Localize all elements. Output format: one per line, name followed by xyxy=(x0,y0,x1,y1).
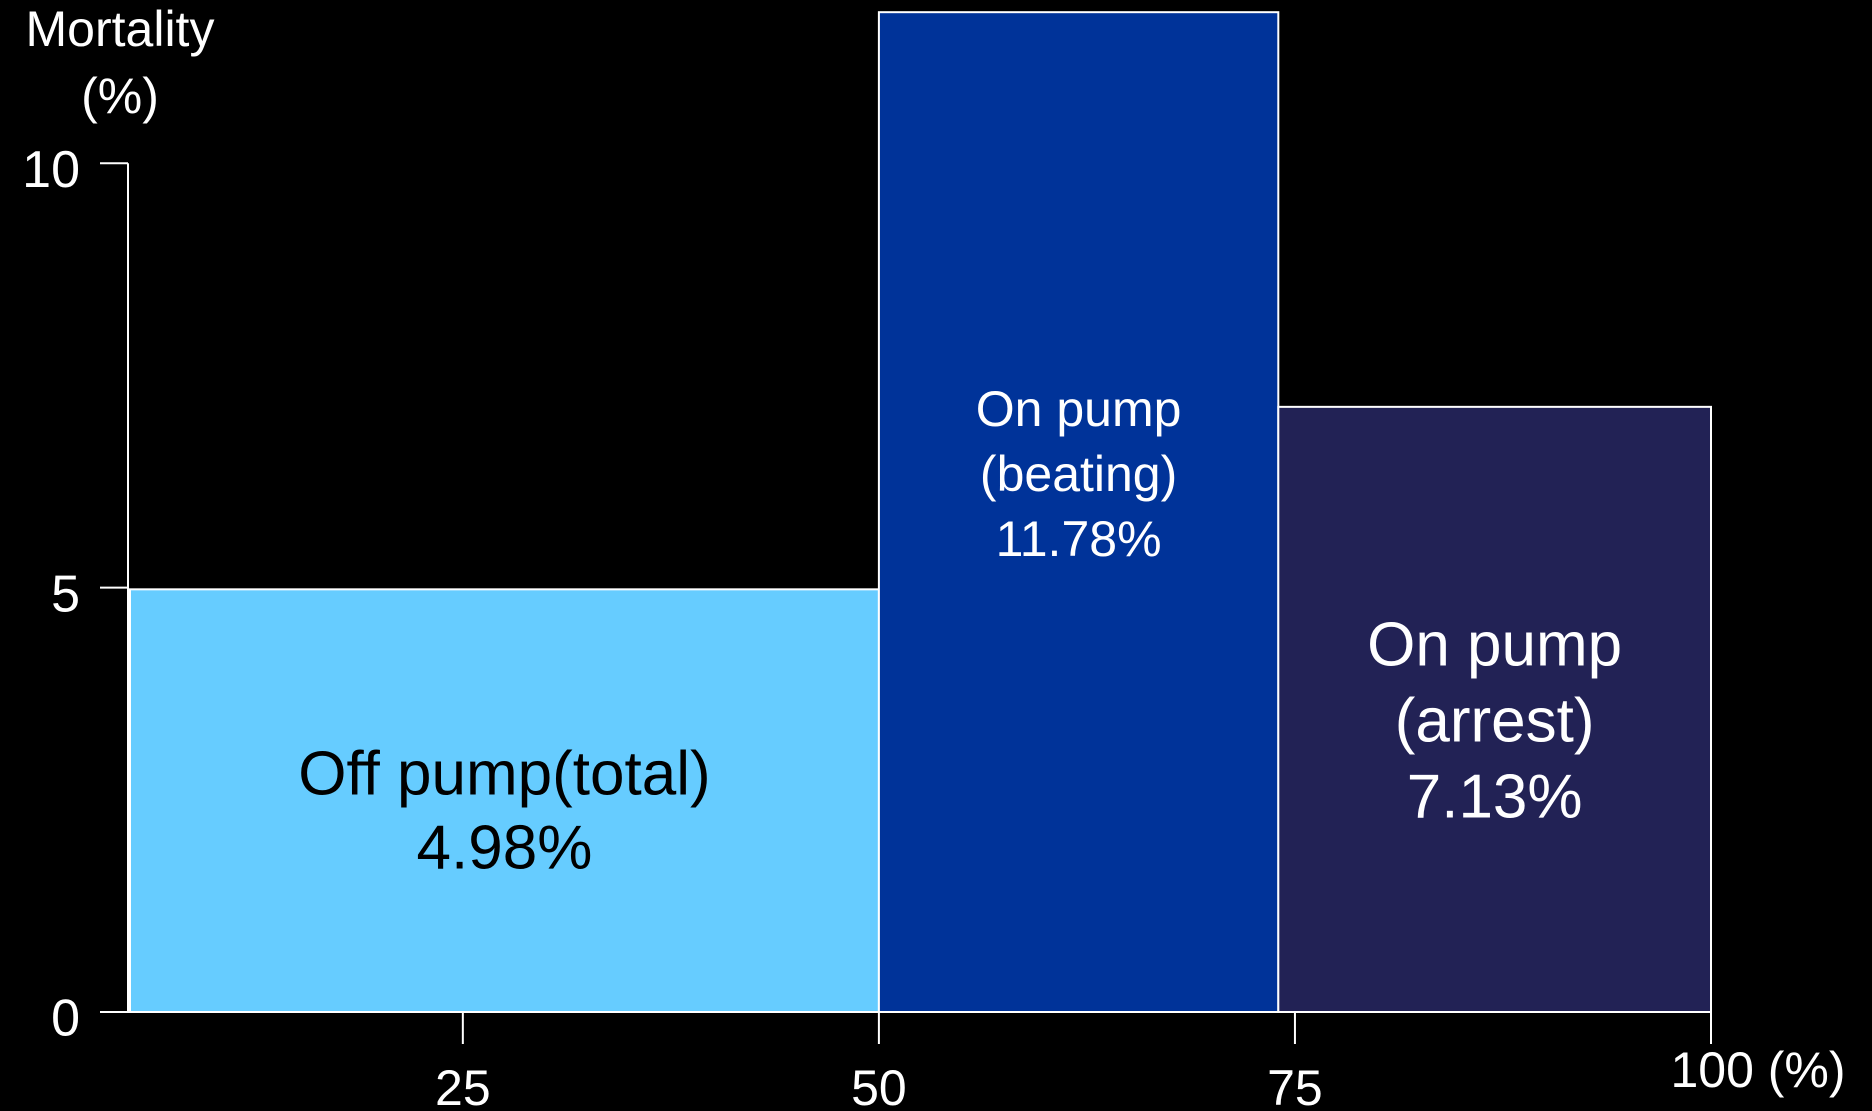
x-tick-label: 100 (%) xyxy=(1670,1042,1845,1098)
bar-label: (beating) xyxy=(980,446,1177,502)
bar-label: (arrest) xyxy=(1395,686,1595,755)
y-axis-title: (%) xyxy=(81,68,159,124)
y-tick-label: 5 xyxy=(51,565,80,623)
y-axis-title: Mortality xyxy=(26,1,215,57)
y-tick-label: 10 xyxy=(22,141,80,199)
value-label: 11.78% xyxy=(996,511,1162,567)
bar xyxy=(877,11,1280,1013)
bar-label: On pump xyxy=(1367,610,1622,679)
value-label: 4.98% xyxy=(417,813,593,882)
value-label: 7.13% xyxy=(1407,762,1583,831)
x-tick-label: 75 xyxy=(1267,1060,1323,1111)
bar xyxy=(129,588,880,1014)
bar-label: Off pump(total) xyxy=(298,739,710,808)
bar-label: On pump xyxy=(976,381,1182,437)
x-tick-label: 25 xyxy=(435,1060,491,1111)
y-tick-label: 0 xyxy=(51,990,80,1048)
x-tick-label: 50 xyxy=(851,1060,907,1111)
bar xyxy=(1277,405,1713,1013)
